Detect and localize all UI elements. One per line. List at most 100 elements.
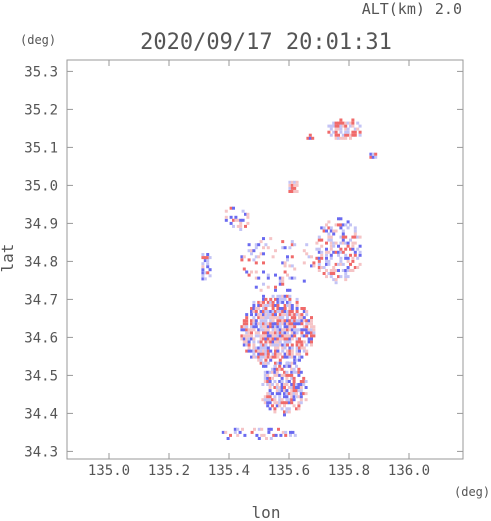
radar-cell bbox=[276, 300, 280, 304]
radar-cell bbox=[300, 313, 304, 317]
radar-cell bbox=[351, 235, 355, 239]
radar-cell bbox=[332, 278, 336, 282]
radar-cell bbox=[276, 297, 280, 301]
radar-cell bbox=[286, 319, 289, 323]
radar-cell bbox=[293, 325, 297, 329]
radar-cell bbox=[291, 430, 295, 434]
radar-cell bbox=[266, 355, 270, 359]
radar-cell bbox=[327, 130, 331, 134]
radar-cell bbox=[334, 136, 338, 140]
radar-cell bbox=[261, 398, 265, 402]
radar-cell bbox=[337, 133, 340, 137]
radar-cell bbox=[232, 218, 235, 222]
radar-cell bbox=[295, 340, 299, 344]
radar-cell bbox=[349, 238, 352, 242]
radar-cell bbox=[262, 361, 265, 365]
x-tick-label: 135.2 bbox=[148, 463, 190, 479]
radar-cell bbox=[312, 325, 316, 329]
radar-cell bbox=[206, 271, 210, 275]
radar-cell bbox=[281, 246, 285, 250]
radar-cell bbox=[334, 133, 338, 137]
radar-cell bbox=[278, 340, 282, 344]
radar-cell bbox=[290, 373, 294, 377]
radar-cell bbox=[358, 124, 362, 128]
radar-cell bbox=[305, 343, 309, 347]
radar-cell bbox=[302, 376, 306, 380]
radar-cell bbox=[266, 361, 270, 365]
radar-cell bbox=[269, 237, 273, 241]
radar-cell bbox=[238, 430, 242, 434]
radar-cell bbox=[299, 389, 303, 393]
radar-cell bbox=[293, 334, 297, 338]
x-tick-label: 135.4 bbox=[208, 463, 250, 479]
radar-cell bbox=[267, 430, 271, 434]
radar-cell bbox=[266, 404, 270, 408]
radar-cell bbox=[281, 349, 285, 353]
radar-cell bbox=[271, 370, 274, 374]
radar-cell bbox=[201, 268, 205, 272]
radar-cell bbox=[265, 437, 268, 440]
radar-cell bbox=[353, 250, 357, 254]
radar-cell bbox=[274, 343, 277, 347]
radar-cell bbox=[254, 246, 258, 250]
radar-cell bbox=[302, 346, 306, 350]
radar-cell bbox=[257, 322, 261, 326]
radar-cell bbox=[274, 297, 277, 301]
x-tick-label: 135.8 bbox=[328, 463, 370, 479]
radar-cell bbox=[290, 349, 294, 353]
radar-cell bbox=[295, 297, 299, 301]
radar-cell bbox=[283, 294, 287, 298]
radar-cell bbox=[300, 328, 304, 332]
radar-cell bbox=[302, 310, 306, 313]
radar-cell bbox=[358, 253, 362, 257]
radar-cell bbox=[247, 337, 251, 341]
radar-cell bbox=[285, 376, 289, 380]
radar-cell bbox=[269, 334, 273, 338]
radar-cell bbox=[283, 410, 286, 414]
radar-cell bbox=[254, 313, 258, 317]
radar-cell bbox=[203, 256, 207, 260]
radar-cell bbox=[283, 383, 286, 386]
radar-cell bbox=[283, 404, 286, 408]
radar-cell bbox=[344, 121, 348, 125]
radar-cell bbox=[271, 337, 275, 341]
y-tick-label: 34.5 bbox=[24, 368, 58, 384]
radar-cell bbox=[276, 340, 280, 344]
radar-cell bbox=[242, 328, 246, 332]
radar-cell bbox=[349, 247, 352, 251]
radar-cell bbox=[224, 215, 228, 219]
radar-cell bbox=[337, 217, 340, 221]
radar-cell bbox=[269, 316, 273, 320]
radar-cell bbox=[337, 136, 340, 140]
radar-cell bbox=[268, 376, 272, 380]
radar-cell bbox=[266, 401, 270, 405]
radar-cell bbox=[273, 380, 277, 383]
radar-cell bbox=[274, 313, 277, 317]
radar-cell bbox=[300, 355, 304, 359]
radar-cell bbox=[304, 392, 308, 396]
radar-cell bbox=[250, 310, 253, 313]
radar-cell bbox=[266, 337, 270, 341]
radar-cell bbox=[252, 258, 256, 262]
radar-cell bbox=[288, 352, 292, 356]
radar-cell bbox=[334, 269, 338, 272]
radar-cell bbox=[266, 392, 270, 396]
radar-cell bbox=[276, 328, 280, 332]
radar-cell bbox=[287, 386, 291, 389]
radar-cell bbox=[310, 331, 313, 335]
radar-cell bbox=[356, 121, 360, 125]
radar-cell bbox=[339, 121, 343, 125]
radar-cell bbox=[250, 328, 253, 332]
radar-cell bbox=[246, 212, 250, 216]
radar-cell bbox=[281, 310, 285, 313]
radar-cell bbox=[269, 310, 273, 313]
radar-cell bbox=[281, 334, 285, 338]
radar-cell bbox=[293, 433, 297, 437]
radar-cell bbox=[285, 401, 289, 405]
radar-cell bbox=[264, 355, 268, 359]
radar-cell bbox=[203, 259, 207, 263]
radar-cell bbox=[262, 304, 265, 307]
radar-cell bbox=[252, 310, 256, 313]
radar-cell bbox=[292, 376, 296, 380]
radar-cell bbox=[259, 322, 263, 326]
